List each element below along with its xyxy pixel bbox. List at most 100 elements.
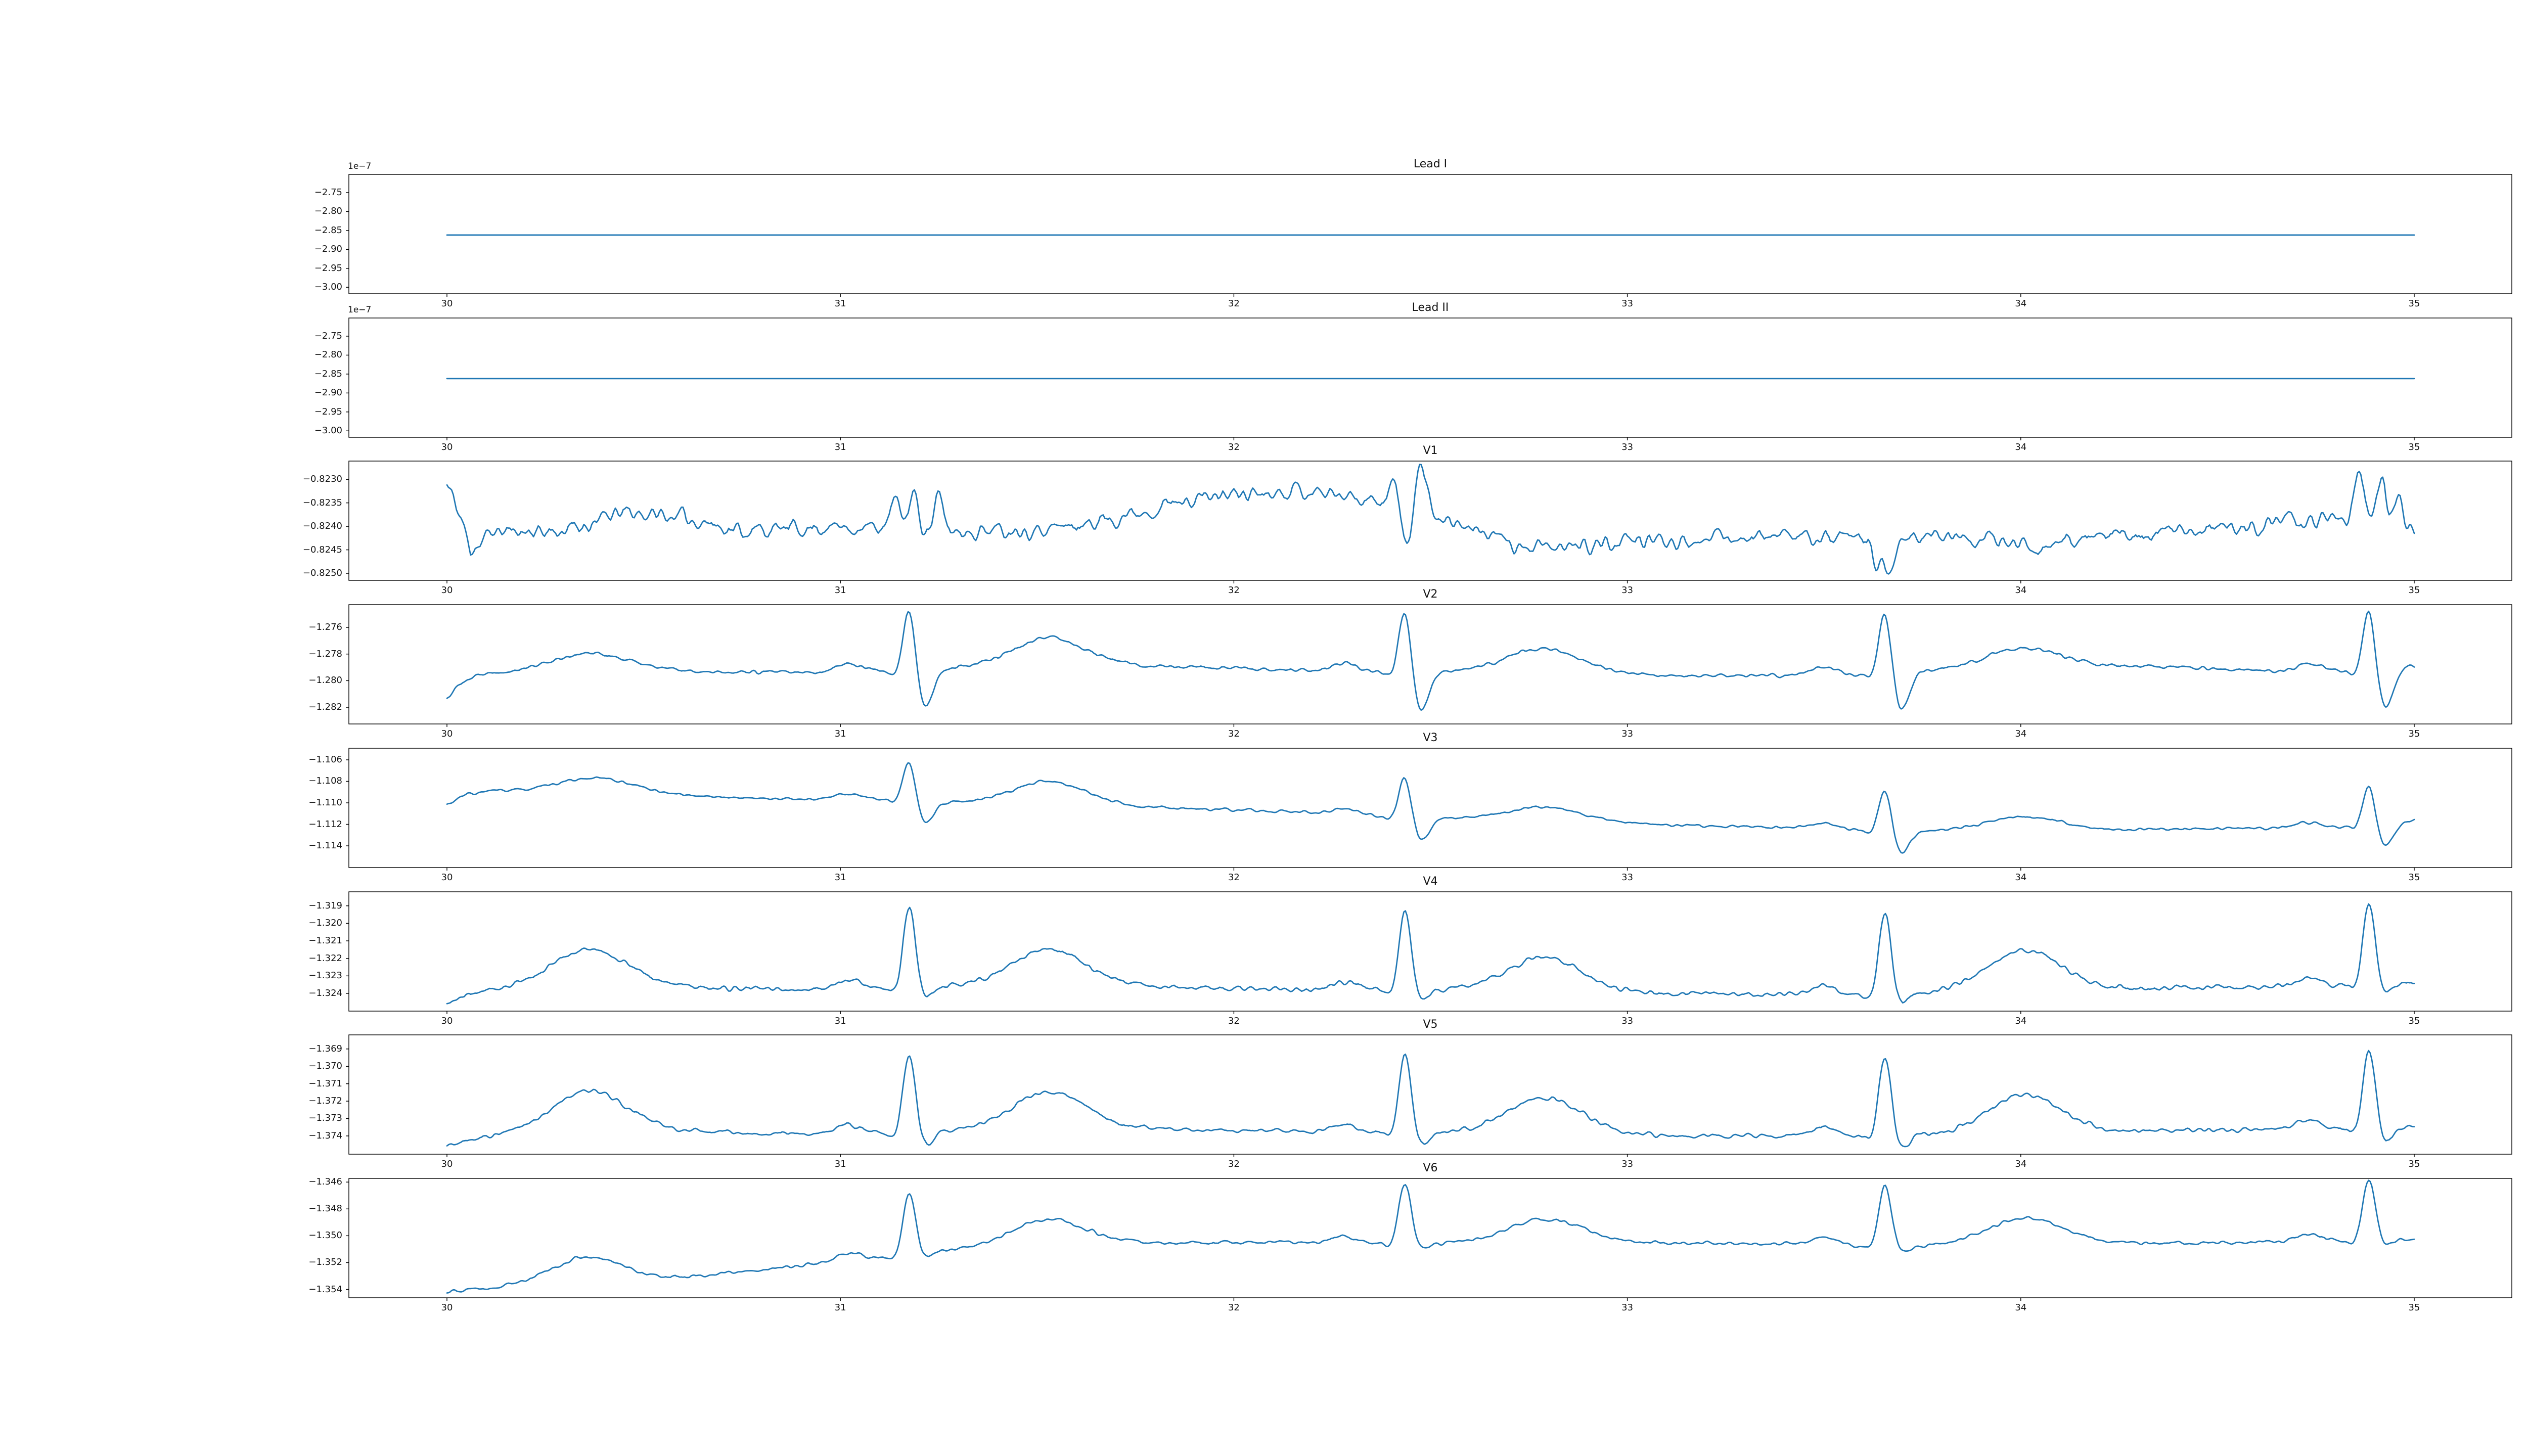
y-tick-label: −1.352	[308, 1257, 342, 1268]
x-tick-label: 32	[1228, 585, 1240, 596]
y-tick-label: −1.321	[308, 935, 342, 946]
y-tick-label: −0.8235	[302, 497, 342, 508]
y-tick-label: −1.369	[308, 1043, 342, 1054]
x-tick-label: 34	[2015, 585, 2027, 596]
x-tick-label: 30	[441, 1159, 453, 1169]
axes-frame	[348, 461, 2512, 581]
y-axis-offset-label: 1e−7	[348, 161, 372, 171]
x-tick-label: 35	[2408, 729, 2420, 739]
x-tick-label: 34	[2015, 872, 2027, 883]
y-tick-label: −1.324	[308, 987, 342, 998]
panel-title-v2: V2	[1423, 588, 1438, 601]
x-tick-label: 35	[2408, 1159, 2420, 1169]
x-tick-label: 31	[834, 872, 846, 883]
x-tick-label: 32	[1228, 442, 1240, 452]
x-tick-label: 34	[2015, 1302, 2027, 1313]
ecg-trace-v1	[446, 464, 2415, 575]
y-tick-label: −2.90	[314, 387, 342, 398]
y-tick-label: −1.114	[308, 840, 342, 851]
x-tick-label: 32	[1228, 872, 1240, 883]
x-tick-label: 35	[2408, 1302, 2420, 1313]
axes-frame	[348, 174, 2512, 294]
x-tick-label: 33	[1621, 442, 1634, 452]
y-tick-label: −1.373	[308, 1113, 342, 1124]
x-tick-label: 30	[441, 872, 453, 883]
y-tick-marks	[346, 759, 349, 846]
y-tick-label: −1.320	[308, 918, 342, 929]
y-tick-label: −1.106	[308, 754, 342, 765]
x-tick-label: 32	[1228, 1159, 1240, 1169]
panel-v1	[346, 461, 2512, 583]
y-tick-label: −0.8240	[302, 521, 342, 532]
y-tick-label: −1.372	[308, 1096, 342, 1107]
panel-v6	[346, 1178, 2512, 1301]
y-tick-marks	[346, 479, 349, 574]
y-tick-label: −0.8245	[302, 544, 342, 555]
y-tick-marks	[346, 336, 349, 431]
y-tick-label: −2.75	[314, 330, 342, 341]
panel-v3	[346, 748, 2512, 871]
y-tick-label: −1.323	[308, 970, 342, 981]
y-tick-label: −1.371	[308, 1078, 342, 1089]
x-tick-label: 34	[2015, 729, 2027, 739]
panel-v4	[346, 891, 2512, 1014]
y-tick-label: −1.278	[308, 648, 342, 659]
y-tick-label: −1.346	[308, 1176, 342, 1188]
x-tick-label: 33	[1621, 298, 1634, 309]
x-tick-marks	[446, 1011, 2415, 1014]
y-tick-label: −2.90	[314, 244, 342, 255]
y-tick-label: −0.8230	[302, 474, 342, 485]
axes-frame	[348, 604, 2512, 724]
y-tick-label: −1.112	[308, 818, 342, 830]
y-tick-marks	[346, 627, 349, 708]
x-tick-marks	[446, 294, 2415, 297]
y-tick-label: −3.00	[314, 282, 342, 293]
axes-frame	[348, 891, 2512, 1012]
y-tick-marks	[346, 905, 349, 994]
x-tick-marks	[446, 1154, 2415, 1157]
panel-title-v4: V4	[1423, 875, 1438, 888]
y-tick-label: −0.8250	[302, 568, 342, 579]
y-tick-label: −1.350	[308, 1230, 342, 1241]
x-tick-label: 31	[834, 1159, 846, 1169]
x-tick-marks	[446, 724, 2415, 727]
x-tick-label: 33	[1621, 1302, 1634, 1313]
y-tick-label: −1.354	[308, 1284, 342, 1295]
panel-title-v3: V3	[1423, 732, 1438, 744]
y-axis-offset-label: 1e−7	[348, 305, 372, 315]
y-tick-label: −3.00	[314, 425, 342, 436]
y-tick-label: −1.276	[308, 622, 342, 633]
x-tick-label: 30	[441, 298, 453, 309]
axes-frame	[348, 748, 2512, 868]
axes-frame	[348, 1178, 2512, 1298]
x-tick-label: 31	[834, 585, 846, 596]
ecg-trace-v6	[446, 1179, 2415, 1294]
panel-v2	[346, 604, 2512, 727]
x-tick-label: 33	[1621, 1016, 1634, 1026]
y-tick-label: −1.370	[308, 1061, 342, 1072]
y-tick-label: −2.75	[314, 187, 342, 198]
x-tick-marks	[446, 437, 2415, 440]
x-tick-label: 35	[2408, 585, 2420, 596]
x-tick-label: 34	[2015, 1159, 2027, 1169]
x-tick-label: 30	[441, 1302, 453, 1313]
x-tick-label: 34	[2015, 1016, 2027, 1026]
ecg-trace-v2	[446, 610, 2415, 711]
y-tick-label: −1.282	[308, 702, 342, 713]
ecg-trace-v3	[446, 762, 2415, 854]
x-tick-label: 35	[2408, 1016, 2420, 1026]
panel-title-v6: V6	[1423, 1162, 1438, 1174]
panel-title-v5: V5	[1423, 1018, 1438, 1031]
y-tick-label: −2.85	[314, 368, 342, 379]
ecg-trace-v4	[446, 903, 2415, 1005]
ecg-trace-v5	[446, 1050, 2415, 1148]
x-tick-label: 33	[1621, 872, 1634, 883]
y-tick-label: −1.280	[308, 675, 342, 686]
x-tick-label: 32	[1228, 1016, 1240, 1026]
y-tick-marks	[346, 1049, 349, 1136]
x-tick-label: 35	[2408, 298, 2420, 309]
y-tick-label: −1.374	[308, 1130, 342, 1141]
x-tick-label: 32	[1228, 729, 1240, 739]
y-tick-label: −1.348	[308, 1203, 342, 1214]
